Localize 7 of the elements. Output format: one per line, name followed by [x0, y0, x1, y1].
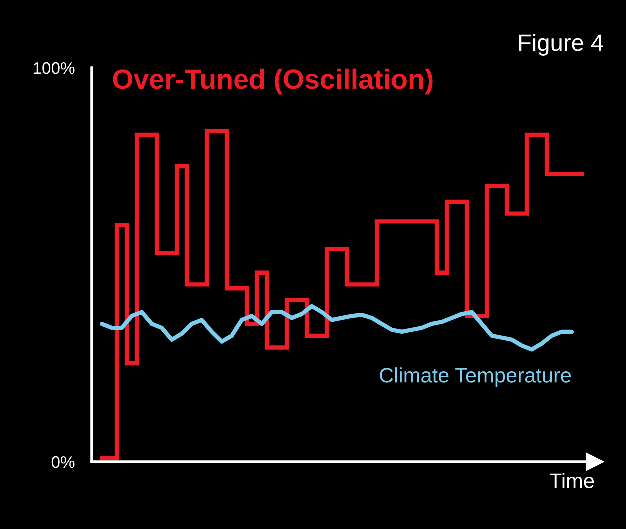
chart-title: Over-Tuned (Oscillation)	[113, 68, 433, 95]
series-label: Climate Temperature	[380, 368, 572, 387]
y-tick-label: 0%	[52, 456, 75, 468]
line-series	[100, 304, 574, 352]
y-tick-label: 100%	[34, 62, 75, 74]
caption: Figure 4	[519, 34, 604, 56]
x-axis-title: Time	[550, 473, 594, 488]
